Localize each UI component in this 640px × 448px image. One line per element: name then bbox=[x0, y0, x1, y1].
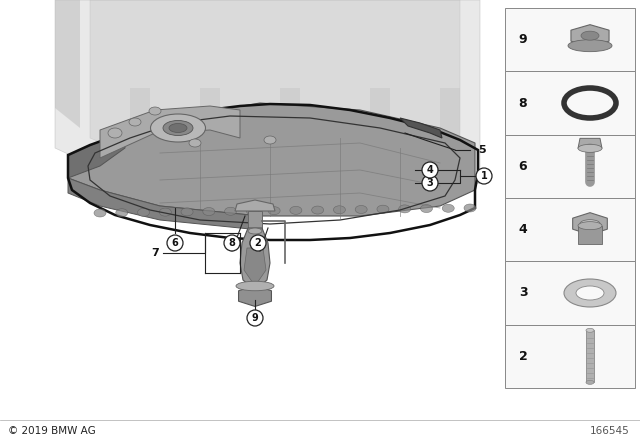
Ellipse shape bbox=[586, 328, 594, 332]
Ellipse shape bbox=[150, 114, 205, 142]
Ellipse shape bbox=[420, 205, 433, 213]
Ellipse shape bbox=[225, 207, 237, 215]
Bar bbox=[210, 188, 240, 196]
Ellipse shape bbox=[236, 281, 274, 291]
Text: 3: 3 bbox=[518, 287, 527, 300]
Text: 9: 9 bbox=[252, 313, 259, 323]
Bar bbox=[350, 188, 380, 196]
Polygon shape bbox=[240, 228, 270, 290]
Polygon shape bbox=[578, 138, 602, 148]
Polygon shape bbox=[68, 178, 260, 230]
Ellipse shape bbox=[377, 205, 389, 213]
Ellipse shape bbox=[355, 206, 367, 213]
Circle shape bbox=[422, 175, 438, 191]
Circle shape bbox=[422, 162, 438, 178]
Polygon shape bbox=[400, 118, 442, 138]
Text: 3: 3 bbox=[427, 178, 433, 188]
Text: 6: 6 bbox=[172, 238, 179, 248]
Text: 2: 2 bbox=[255, 238, 261, 248]
Ellipse shape bbox=[129, 118, 141, 126]
Text: 5: 5 bbox=[478, 145, 486, 155]
Circle shape bbox=[476, 168, 492, 184]
Bar bbox=[130, 88, 150, 168]
Ellipse shape bbox=[169, 124, 187, 133]
Text: 6: 6 bbox=[518, 160, 527, 173]
Ellipse shape bbox=[138, 208, 150, 216]
Text: 8: 8 bbox=[518, 96, 527, 109]
Ellipse shape bbox=[264, 136, 276, 144]
Text: 9: 9 bbox=[518, 33, 527, 46]
Text: 8: 8 bbox=[228, 238, 236, 248]
Polygon shape bbox=[239, 285, 271, 306]
Bar bbox=[280, 88, 300, 168]
Ellipse shape bbox=[399, 205, 411, 213]
Polygon shape bbox=[100, 106, 240, 158]
Circle shape bbox=[167, 235, 183, 251]
Text: © 2019 BMW AG: © 2019 BMW AG bbox=[8, 426, 96, 436]
Polygon shape bbox=[55, 0, 80, 128]
Text: 166545: 166545 bbox=[590, 426, 630, 436]
Ellipse shape bbox=[116, 209, 128, 217]
Bar bbox=[440, 88, 460, 168]
Ellipse shape bbox=[149, 107, 161, 115]
Ellipse shape bbox=[181, 208, 193, 216]
Ellipse shape bbox=[464, 204, 476, 212]
Ellipse shape bbox=[580, 220, 600, 228]
Text: 7: 7 bbox=[151, 248, 159, 258]
Ellipse shape bbox=[581, 31, 599, 40]
Ellipse shape bbox=[246, 207, 259, 215]
Circle shape bbox=[224, 235, 240, 251]
Polygon shape bbox=[235, 200, 275, 211]
Polygon shape bbox=[244, 248, 266, 286]
Ellipse shape bbox=[578, 222, 602, 230]
Ellipse shape bbox=[189, 139, 201, 147]
Circle shape bbox=[247, 310, 263, 326]
Bar bbox=[370, 88, 390, 168]
Bar bbox=[280, 190, 310, 198]
Bar bbox=[400, 182, 430, 190]
Text: 2: 2 bbox=[518, 350, 527, 363]
Polygon shape bbox=[68, 130, 125, 178]
Bar bbox=[505, 261, 635, 325]
Polygon shape bbox=[248, 211, 262, 231]
Ellipse shape bbox=[578, 144, 602, 152]
Bar bbox=[505, 198, 635, 261]
Ellipse shape bbox=[576, 286, 604, 300]
Ellipse shape bbox=[108, 128, 122, 138]
Ellipse shape bbox=[586, 380, 594, 384]
Ellipse shape bbox=[312, 206, 324, 214]
Bar bbox=[505, 135, 635, 198]
Bar bbox=[155, 182, 185, 190]
Ellipse shape bbox=[159, 208, 172, 216]
Text: 1: 1 bbox=[481, 171, 488, 181]
Bar bbox=[505, 325, 635, 388]
Ellipse shape bbox=[568, 40, 612, 52]
Bar bbox=[200, 88, 220, 168]
Bar bbox=[505, 71, 635, 135]
Circle shape bbox=[250, 235, 266, 251]
Polygon shape bbox=[571, 25, 609, 47]
Ellipse shape bbox=[442, 204, 454, 212]
Ellipse shape bbox=[564, 279, 616, 307]
Ellipse shape bbox=[94, 209, 106, 217]
Ellipse shape bbox=[290, 207, 302, 214]
Bar bbox=[100, 175, 130, 183]
Text: 4: 4 bbox=[518, 223, 527, 236]
Ellipse shape bbox=[203, 207, 215, 215]
Text: 4: 4 bbox=[427, 165, 433, 175]
Polygon shape bbox=[573, 213, 607, 235]
Ellipse shape bbox=[248, 228, 262, 234]
Bar bbox=[578, 226, 602, 244]
Bar bbox=[505, 8, 635, 71]
Polygon shape bbox=[90, 0, 460, 183]
Polygon shape bbox=[68, 103, 475, 216]
Bar bbox=[586, 330, 594, 382]
Polygon shape bbox=[55, 0, 480, 200]
Ellipse shape bbox=[333, 206, 346, 214]
Ellipse shape bbox=[268, 207, 280, 215]
Ellipse shape bbox=[163, 121, 193, 135]
